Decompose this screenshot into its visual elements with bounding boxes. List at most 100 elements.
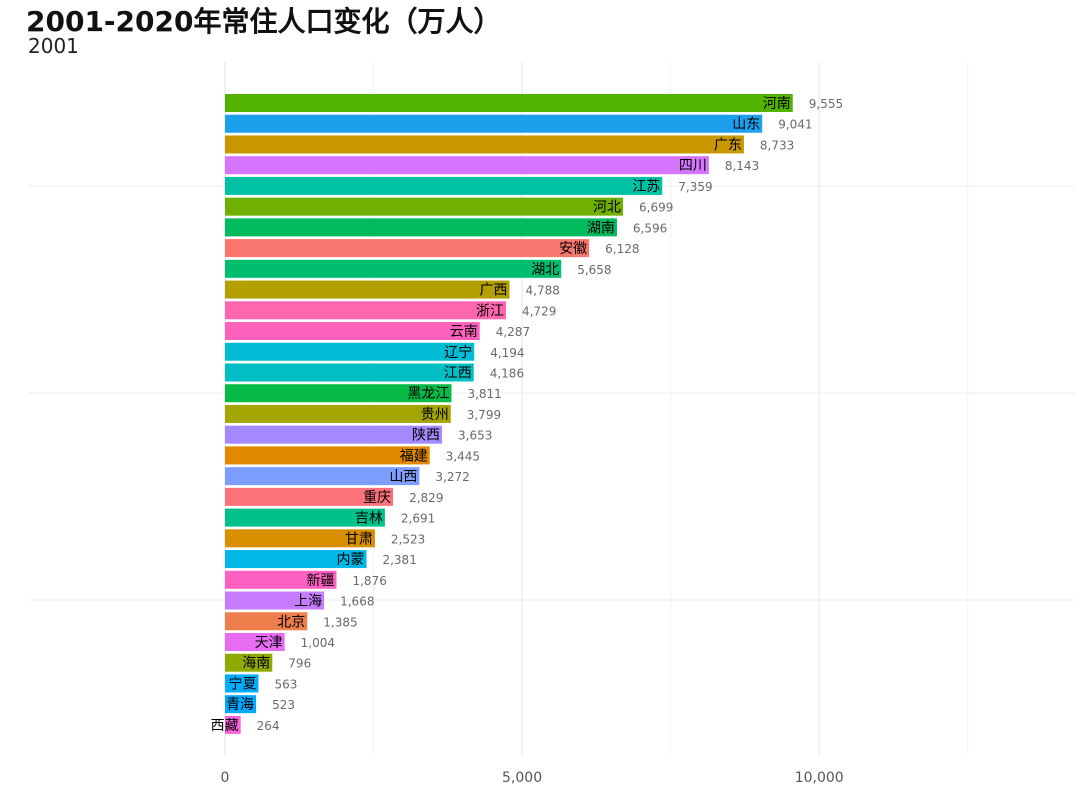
bar-value-label: 3,799 — [467, 408, 501, 422]
bar-category-label: 广东 — [714, 137, 742, 153]
bar-category-label: 河北 — [593, 200, 621, 216]
bar-value-label: 6,128 — [605, 242, 639, 256]
bar-category-label: 新疆 — [306, 573, 334, 589]
bar-category-label: 天津 — [255, 635, 283, 651]
bar-category-label: 江西 — [444, 365, 472, 381]
chart-subtitle: 2001 — [28, 34, 79, 58]
bar-category-label: 湖南 — [587, 220, 615, 236]
bar-value-label: 1,385 — [323, 615, 357, 629]
bar-value-label: 4,186 — [490, 366, 524, 380]
bar — [225, 197, 624, 216]
bar-value-label: 8,733 — [760, 138, 794, 152]
bar-category-label: 辽宁 — [444, 344, 472, 361]
bar-category-label: 海南 — [242, 656, 270, 672]
bar-value-label: 2,381 — [382, 553, 416, 567]
bar — [225, 467, 420, 486]
bar-category-label: 西藏 — [211, 718, 239, 734]
bar-value-label: 563 — [274, 677, 297, 691]
bar-value-label: 6,596 — [633, 221, 667, 235]
bar — [225, 384, 452, 403]
bar — [225, 487, 394, 506]
bar-value-label: 9,555 — [809, 97, 843, 111]
bar — [225, 239, 590, 258]
chart-title: 2001-2020年常住人口变化（万人） — [26, 5, 502, 38]
bar-category-label: 广西 — [480, 283, 508, 299]
bar — [225, 632, 285, 651]
bar-value-label: 796 — [288, 657, 311, 671]
bar — [225, 446, 430, 465]
bar-category-label: 福建 — [400, 448, 428, 464]
bar — [225, 529, 375, 548]
bar-category-label: 安徽 — [559, 241, 587, 257]
bar — [225, 280, 510, 299]
bar — [225, 591, 325, 610]
bar — [225, 425, 443, 444]
bar — [225, 322, 480, 341]
bar — [225, 715, 241, 734]
bar-category-label: 北京 — [277, 614, 305, 630]
label-layer: 河南 9,555 山东 9,041 广东 8,733 四川 8,143 江苏 7,359 河北 6,6… — [211, 96, 843, 734]
bar-category-label: 黑龙江 — [407, 386, 449, 402]
bar-value-label: 5,658 — [577, 263, 611, 277]
bar — [225, 135, 744, 154]
bar-value-label: 1,004 — [301, 636, 335, 650]
x-tick-label: 10,000 — [795, 770, 844, 786]
bar-category-label: 江苏 — [632, 179, 660, 195]
bar-category-label: 贵州 — [421, 407, 449, 423]
bar — [225, 156, 709, 175]
bar-category-label: 宁夏 — [228, 675, 256, 692]
bar — [225, 342, 475, 361]
bar — [225, 674, 259, 693]
bar-category-label: 山西 — [389, 469, 417, 485]
bar-value-label: 4,287 — [496, 325, 530, 339]
bar-value-label: 3,445 — [446, 449, 480, 463]
bar — [225, 301, 506, 320]
bar — [225, 653, 273, 672]
bar-value-label: 7,359 — [678, 180, 712, 194]
bar — [225, 612, 308, 631]
axis-layer: 0 5,000 10,000 — [221, 770, 844, 786]
bar-category-label: 浙江 — [476, 303, 504, 319]
bar-value-label: 3,272 — [435, 470, 469, 484]
bar-value-label: 4,729 — [522, 304, 556, 318]
bar-value-label: 523 — [272, 698, 295, 712]
bar-value-label: 9,041 — [778, 118, 812, 132]
bar-value-label: 1,668 — [340, 595, 374, 609]
bar — [225, 363, 474, 382]
bar-value-label: 3,653 — [458, 429, 492, 443]
bar-category-label: 内蒙 — [336, 552, 364, 568]
bar-category-label: 山东 — [732, 117, 760, 133]
bar-category-label: 湖北 — [531, 262, 559, 278]
bar — [225, 550, 367, 569]
bar-value-label: 264 — [257, 719, 280, 733]
bar-value-label: 3,811 — [467, 387, 501, 401]
bar — [225, 114, 763, 133]
bar-value-label: 4,194 — [490, 346, 524, 360]
bar — [225, 404, 451, 423]
bar-value-label: 2,523 — [391, 532, 425, 546]
bar — [225, 176, 663, 195]
bar-value-label: 8,143 — [725, 159, 759, 173]
bar-value-label: 4,788 — [526, 284, 560, 298]
bar-category-label: 河南 — [763, 96, 791, 112]
x-tick-label: 0 — [221, 770, 230, 786]
bar-value-label: 6,699 — [639, 201, 673, 215]
bar-value-label: 2,829 — [409, 491, 443, 505]
bar — [225, 695, 257, 714]
bar — [225, 218, 617, 237]
bar-value-label: 2,691 — [401, 512, 435, 526]
bar-category-label: 上海 — [294, 594, 322, 610]
bar-category-label: 青海 — [226, 697, 254, 713]
bar — [225, 259, 562, 278]
bar — [225, 570, 337, 589]
bar-category-label: 四川 — [679, 158, 707, 174]
bar-category-label: 陕西 — [412, 428, 440, 444]
bar-category-label: 吉林 — [355, 511, 383, 527]
bar-category-label: 甘肃 — [345, 531, 373, 547]
bar-layer — [225, 94, 793, 734]
x-tick-label: 5,000 — [502, 770, 542, 786]
bar-value-label: 1,876 — [352, 574, 386, 588]
bar-category-label: 云南 — [450, 324, 478, 340]
bar — [225, 508, 385, 527]
